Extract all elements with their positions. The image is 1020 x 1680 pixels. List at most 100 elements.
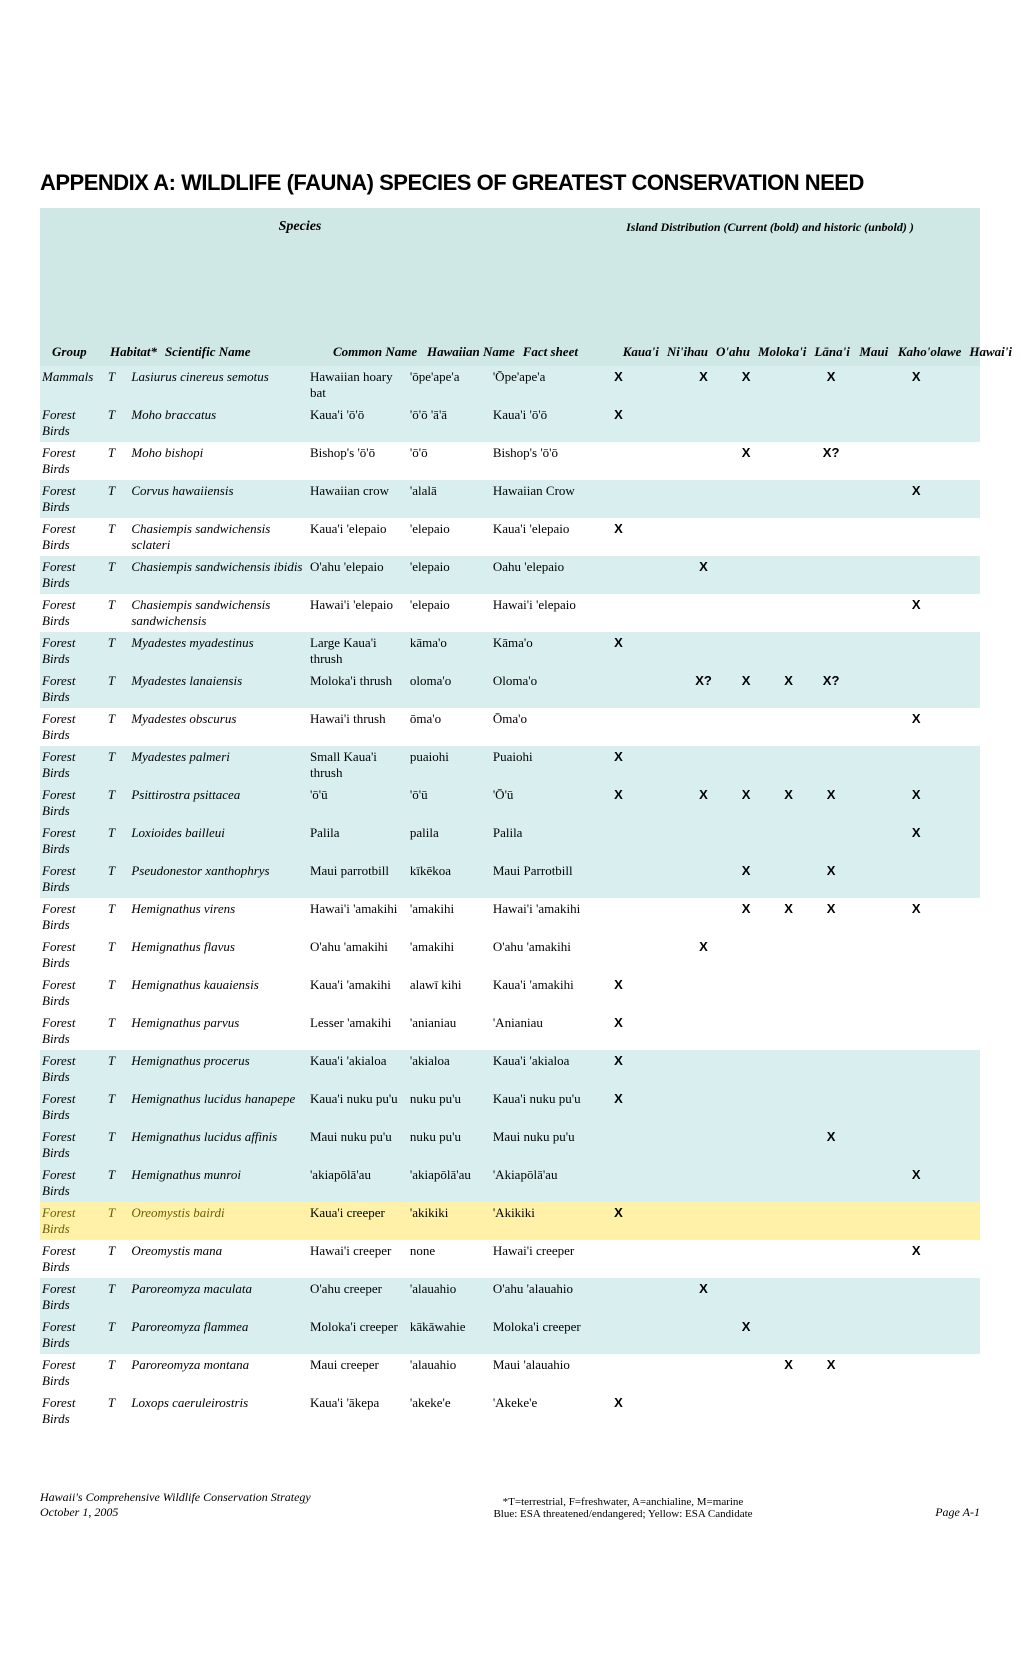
cell-hab: T xyxy=(106,1240,129,1278)
cell-island-nwhi xyxy=(937,480,980,518)
cell-island-oahu xyxy=(682,1126,725,1164)
table-row: Forest BirdsTHemignathus parvusLesser 'a… xyxy=(40,1012,980,1050)
cell-group: Forest Birds xyxy=(40,898,106,936)
cell-com: O'ahu 'amakihi xyxy=(308,936,408,974)
cell-fact: Kāma'o xyxy=(491,632,597,670)
cell-sci: Hemignathus virens xyxy=(129,898,308,936)
cell-hab: T xyxy=(106,1316,129,1354)
cell-island-maui xyxy=(810,1392,853,1430)
cell-island-niihau xyxy=(640,1316,683,1354)
cell-island-molokai xyxy=(725,822,768,860)
cell-island-nwhi xyxy=(937,1316,980,1354)
cell-island-hawaii xyxy=(895,556,938,594)
cell-island-hawaii xyxy=(895,1126,938,1164)
cell-group: Forest Birds xyxy=(40,784,106,822)
cell-com: Maui nuku pu'u xyxy=(308,1126,408,1164)
cell-island-maui xyxy=(810,974,853,1012)
cell-island-molokai xyxy=(725,1354,768,1392)
cell-fact: Maui 'alauahio xyxy=(491,1354,597,1392)
cell-haw: 'alauahio xyxy=(408,1278,491,1316)
cell-island-oahu xyxy=(682,1088,725,1126)
cell-island-niihau xyxy=(640,1202,683,1240)
cell-sci: Paroreomyza flammea xyxy=(129,1316,308,1354)
cell-island-kauai xyxy=(597,1126,640,1164)
cell-island-oahu xyxy=(682,1012,725,1050)
cell-fact: Oahu 'elepaio xyxy=(491,556,597,594)
cell-island-kahoolawe xyxy=(852,822,895,860)
cell-fact: Ōma'o xyxy=(491,708,597,746)
cell-island-oahu xyxy=(682,404,725,442)
cell-island-niihau xyxy=(640,480,683,518)
cell-island-nwhi xyxy=(937,1126,980,1164)
cell-island-oahu xyxy=(682,1316,725,1354)
cell-island-niihau xyxy=(640,746,683,784)
cell-island-niihau xyxy=(640,1392,683,1430)
cell-sci: Paroreomyza maculata xyxy=(129,1278,308,1316)
col-oahu: O'ahu xyxy=(708,344,750,359)
cell-island-kauai xyxy=(597,822,640,860)
cell-island-oahu: X xyxy=(682,556,725,594)
cell-island-nwhi xyxy=(937,708,980,746)
footer-left: Hawaii's Comprehensive Wildlife Conserva… xyxy=(40,1490,311,1520)
cell-com: Kaua'i creeper xyxy=(308,1202,408,1240)
cell-sci: Hemignathus lucidus affinis xyxy=(129,1126,308,1164)
cell-island-molokai xyxy=(725,974,768,1012)
cell-sci: Myadestes lanaiensis xyxy=(129,670,308,708)
cell-island-niihau xyxy=(640,594,683,632)
cell-island-lanai xyxy=(767,1278,810,1316)
cell-island-maui xyxy=(810,1050,853,1088)
cell-haw: 'amakihi xyxy=(408,936,491,974)
cell-com: Kaua'i 'ākepa xyxy=(308,1392,408,1430)
cell-island-kauai xyxy=(597,898,640,936)
cell-island-maui: X xyxy=(810,1126,853,1164)
cell-sci: Moho braccatus xyxy=(129,404,308,442)
cell-haw: 'ōpe'ape'a xyxy=(408,366,491,404)
table-row: Forest BirdsTMoho bishopiBishop's 'ō'ō'ō… xyxy=(40,442,980,480)
cell-com: Hawai'i 'elepaio xyxy=(308,594,408,632)
cell-island-kahoolawe xyxy=(852,442,895,480)
cell-group: Forest Birds xyxy=(40,556,106,594)
cell-island-kauai xyxy=(597,670,640,708)
cell-com: Hawaiian hoary bat xyxy=(308,366,408,404)
cell-haw: nuku pu'u xyxy=(408,1126,491,1164)
cell-haw: oloma'o xyxy=(408,670,491,708)
cell-island-molokai xyxy=(725,632,768,670)
cell-haw: 'akeke'e xyxy=(408,1392,491,1430)
cell-com: O'ahu 'elepaio xyxy=(308,556,408,594)
cell-island-niihau xyxy=(640,784,683,822)
cell-island-molokai: X xyxy=(725,1316,768,1354)
island-header: Island Distribution (Current (bold) and … xyxy=(560,220,980,235)
cell-sci: Chasiempis sandwichensis sclateri xyxy=(129,518,308,556)
cell-island-molokai xyxy=(725,708,768,746)
cell-fact: Kaua'i nuku pu'u xyxy=(491,1088,597,1126)
cell-island-niihau xyxy=(640,974,683,1012)
cell-island-hawaii: X xyxy=(895,480,938,518)
cell-hab: T xyxy=(106,860,129,898)
cell-fact: Kaua'i 'elepaio xyxy=(491,518,597,556)
table-row: Forest BirdsTHemignathus procerusKaua'i … xyxy=(40,1050,980,1088)
cell-island-molokai xyxy=(725,1126,768,1164)
cell-island-maui xyxy=(810,1278,853,1316)
cell-island-molokai: X xyxy=(725,366,768,404)
cell-island-maui xyxy=(810,708,853,746)
cell-sci: Loxops caeruleirostris xyxy=(129,1392,308,1430)
col-molokai: Moloka'i xyxy=(750,344,806,359)
cell-hab: T xyxy=(106,670,129,708)
cell-fact: 'Anianiau xyxy=(491,1012,597,1050)
cell-island-nwhi xyxy=(937,822,980,860)
cell-island-niihau xyxy=(640,670,683,708)
cell-island-hawaii xyxy=(895,974,938,1012)
cell-com: Hawai'i creeper xyxy=(308,1240,408,1278)
col-common: Common Name xyxy=(325,344,417,359)
table-row: Forest BirdsTLoxops caeruleirostrisKaua'… xyxy=(40,1392,980,1430)
cell-island-lanai xyxy=(767,860,810,898)
cell-island-maui xyxy=(810,1012,853,1050)
cell-island-molokai xyxy=(725,518,768,556)
cell-island-nwhi xyxy=(937,860,980,898)
cell-island-oahu xyxy=(682,1202,725,1240)
cell-sci: Hemignathus kauaiensis xyxy=(129,974,308,1012)
cell-island-niihau xyxy=(640,1278,683,1316)
col-habitat: Habitat* xyxy=(102,344,157,359)
cell-group: Forest Birds xyxy=(40,1240,106,1278)
cell-hab: T xyxy=(106,822,129,860)
